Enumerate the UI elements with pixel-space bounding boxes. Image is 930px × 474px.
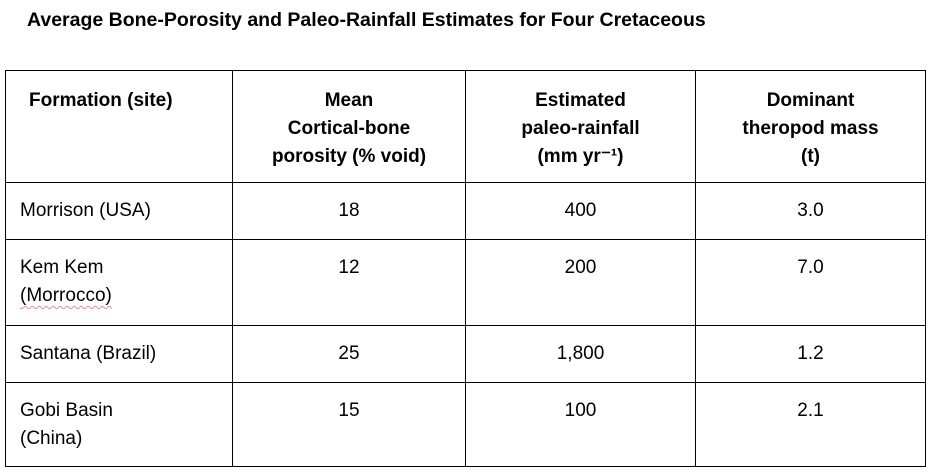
value-cell: 25 (232, 325, 466, 383)
header-text: Dominant (766, 90, 855, 111)
cell-text: 2.1 (797, 400, 824, 421)
table-row: Santana (Brazil) 25 1,800 1.2 (5, 325, 926, 383)
header-text: Formation (site) (29, 90, 173, 111)
value-cell: 1,800 (465, 325, 696, 383)
value-cell: 3.0 (695, 182, 926, 240)
header-text: (t) (801, 146, 820, 167)
header-text: porosity (% void) (271, 146, 427, 167)
site-text: Morrison (USA) (20, 200, 151, 221)
header-text: (mm yr⁻¹) (537, 146, 624, 167)
cell-text: 15 (338, 400, 360, 421)
cell-text: 3.0 (797, 200, 824, 221)
cell-text: 100 (564, 400, 597, 421)
title: Average Bone-Porosity and Paleo-Rainfall… (27, 9, 706, 31)
cell-text: 18 (338, 200, 360, 221)
table-body: Morrison (USA) 18 400 3.0 Kem Kem (Morrocco) 1… (5, 182, 926, 467)
site-text: (China) (20, 428, 83, 449)
data-table: Formation (site) Mean Cortical-bone porosit… (5, 70, 926, 467)
value-cell: 100 (465, 382, 696, 467)
site-text: Kem Kem (20, 257, 104, 278)
cell-text: 1,800 (556, 343, 605, 364)
value-cell: 15 (232, 382, 466, 467)
value-cell: 1.2 (695, 325, 926, 383)
site-cell: Morrison (USA) (5, 182, 233, 240)
site-text: Gobi Basin (20, 400, 113, 421)
value-cell: 200 (465, 239, 696, 326)
site-cell: Gobi Basin (China) (5, 382, 233, 467)
table-row: Morrison (USA) 18 400 3.0 (5, 182, 926, 240)
header-text: Estimated (535, 90, 626, 111)
table-header: Formation (site) Mean Cortical-bone porosit… (5, 70, 926, 183)
cell-text: 400 (564, 200, 597, 221)
value-cell: 400 (465, 182, 696, 240)
header-text: theropod mass (742, 118, 879, 139)
table-row: Gobi Basin (China) 15 100 2.1 (5, 382, 926, 467)
header-text: paleo-rainfall (521, 118, 640, 139)
site-text: Santana (Brazil) (20, 343, 157, 364)
cell-text: 12 (338, 257, 360, 278)
header-cell: Estimated paleo-rainfall (mm yr⁻¹) (465, 70, 696, 183)
header-cell: Mean Cortical-bone porosity (% void) (232, 70, 466, 183)
site-cell: Santana (Brazil) (5, 325, 233, 383)
value-cell: 12 (232, 239, 466, 326)
header-cell: Formation (site) (5, 70, 233, 183)
table-row: Kem Kem (Morrocco) 12 200 7.0 (5, 239, 926, 326)
cell-text: 1.2 (797, 343, 824, 364)
cell-text: 200 (564, 257, 597, 278)
header-text: Mean (324, 90, 374, 111)
header-cell: Dominant theropod mass (t) (695, 70, 926, 183)
site-cell: Kem Kem (Morrocco) (5, 239, 233, 326)
value-cell: 18 (232, 182, 466, 240)
cell-text: 25 (338, 343, 360, 364)
header-row: Formation (site) Mean Cortical-bone porosit… (5, 70, 926, 183)
value-cell: 7.0 (695, 239, 926, 326)
value-cell: 2.1 (695, 382, 926, 467)
site-text: (Morrocco) (20, 285, 112, 306)
cell-text: 7.0 (797, 257, 824, 278)
header-text: Cortical-bone (287, 118, 411, 139)
